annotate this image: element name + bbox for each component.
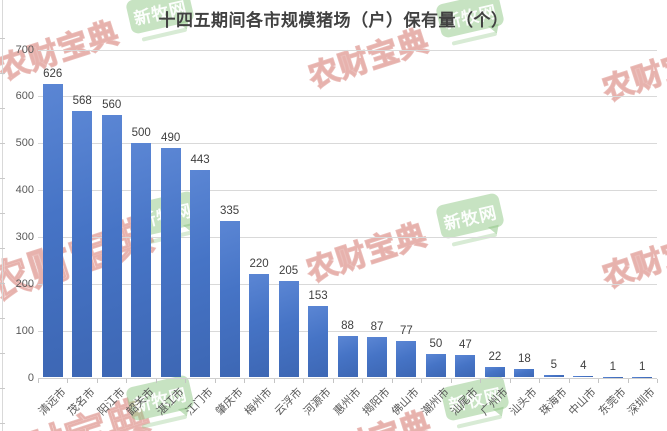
bar-value-label: 626 (43, 68, 63, 81)
window-edge-ruler (2, 0, 3, 431)
category-axis-tick (126, 378, 128, 383)
bar-value-label: 47 (458, 339, 472, 352)
ruler-tick (0, 248, 5, 249)
bar-8 (249, 274, 270, 378)
ruler-tick (0, 178, 5, 179)
category-axis-tick (362, 378, 364, 383)
bar-value-label: 22 (488, 351, 502, 364)
ruler-tick (0, 108, 5, 109)
ruler-tick (0, 423, 5, 424)
bar-value-label: 77 (400, 325, 413, 338)
bar-value-label: 5 (550, 359, 558, 372)
bar-value-label: 568 (72, 95, 92, 108)
ruler-tick (0, 73, 5, 74)
ruler-tick (0, 353, 5, 354)
bar-value-label: 18 (517, 353, 531, 366)
x-axis-line (38, 377, 657, 379)
bar-value-label: 88 (341, 320, 354, 333)
gridline (38, 330, 657, 332)
chart-title: 十四五期间各市规模猪场（户）保有量（个） (158, 11, 509, 30)
y-axis-tick-label: 600 (15, 90, 34, 103)
ruler-tick (0, 38, 5, 39)
bar-value-label: 220 (249, 258, 269, 271)
bar-value-label: 50 (429, 338, 443, 351)
bar-value-label: 500 (131, 127, 151, 140)
bar-20 (602, 376, 623, 378)
bar-9 (278, 281, 299, 378)
bar-5 (160, 147, 181, 378)
bar-value-label: 153 (308, 289, 328, 302)
gridline (38, 190, 657, 192)
y-axis-tick-label: 700 (15, 43, 34, 56)
bar-21 (632, 376, 653, 378)
bar-2 (72, 111, 93, 378)
y-axis-tick-label: 0 (27, 371, 34, 384)
bar-13 (396, 341, 417, 378)
bar-value-label: 4 (580, 359, 587, 372)
category-axis-tick (509, 378, 511, 383)
y-axis-tick-label: 400 (15, 184, 34, 197)
category-axis-tick (568, 378, 570, 383)
y-axis-tick-label: 100 (15, 324, 34, 337)
category-axis-tick (214, 378, 216, 383)
bar-value-label: 205 (278, 265, 299, 278)
y-axis-tick-label: 200 (15, 277, 34, 290)
bar-17 (514, 369, 535, 378)
category-axis-tick (67, 378, 69, 383)
bar-value-label: 560 (102, 99, 122, 112)
category-axis-tick (391, 378, 393, 383)
ruler-tick (0, 283, 5, 284)
bar-19 (573, 375, 594, 378)
category-axis-tick (627, 378, 629, 383)
ruler-tick (0, 318, 5, 319)
gridline (38, 49, 657, 51)
bar-value-label: 335 (220, 204, 240, 217)
gridline (38, 283, 657, 285)
category-axis-tick (480, 378, 482, 383)
bar-3 (101, 115, 122, 378)
bar-1 (42, 84, 63, 378)
category-axis-tick (38, 378, 39, 383)
bar-14 (425, 354, 446, 378)
ruler-tick (0, 143, 5, 144)
bar-value-label: 87 (370, 320, 384, 333)
category-axis-tick (598, 378, 600, 383)
bar-10 (308, 305, 329, 378)
bar-value-label: 1 (609, 360, 616, 373)
gridline (38, 96, 657, 98)
category-axis-tick (244, 378, 246, 383)
bar-12 (366, 336, 387, 378)
bar-value-label: 443 (190, 153, 210, 166)
category-axis-tick (96, 378, 98, 383)
bar-18 (543, 375, 564, 378)
bar-value-label: 1 (639, 360, 646, 373)
bar-16 (484, 367, 505, 378)
category-axis-tick (303, 378, 305, 383)
category-axis-tick (155, 378, 157, 383)
category-axis-tick (185, 378, 187, 383)
bar-4 (131, 143, 152, 378)
category-axis-tick (657, 378, 658, 383)
category-axis-tick (421, 378, 423, 383)
category-axis-tick (332, 378, 334, 383)
category-axis-tick (273, 378, 275, 383)
category-axis-tick (539, 378, 541, 383)
ruler-tick (0, 388, 5, 389)
y-axis-tick-label: 300 (15, 230, 34, 243)
bar-7 (219, 220, 240, 378)
category-axis-tick (450, 378, 452, 383)
bar-15 (455, 355, 476, 378)
y-axis-tick-label: 500 (15, 137, 34, 150)
bar-11 (337, 336, 358, 378)
gridline (38, 236, 657, 238)
ruler-tick (0, 213, 5, 214)
gridline (38, 143, 657, 145)
bar-6 (190, 169, 211, 378)
bar-value-label: 490 (161, 131, 181, 144)
